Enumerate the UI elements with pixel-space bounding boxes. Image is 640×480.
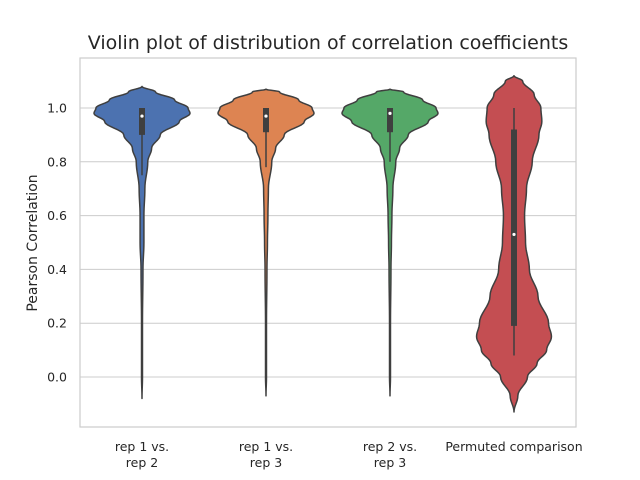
x-tick-label: rep 1 vs. rep 3 (239, 439, 293, 470)
chart-title: Violin plot of distribution of correlati… (88, 32, 569, 54)
violins (93, 74, 553, 413)
y-tick-label: 1.0 (47, 101, 67, 116)
violin-iqr-box (511, 129, 517, 326)
violin-iqr-box (263, 108, 269, 133)
violin-median-point (140, 114, 144, 118)
plot-frame (79, 57, 577, 428)
violin-median-point (388, 111, 392, 115)
y-tick-label: 0.6 (47, 208, 67, 223)
violin-group (341, 88, 439, 397)
x-tick-label: rep 2 vs. rep 3 (363, 439, 417, 470)
x-tick-label: rep 1 vs. rep 2 (115, 439, 169, 470)
violin-median-point (512, 232, 516, 237)
violin-iqr-box (139, 108, 145, 135)
y-tick-label: 0.2 (47, 316, 67, 331)
violin-iqr-box (387, 108, 393, 133)
violin-median-point (264, 114, 268, 118)
violin-body (93, 85, 191, 400)
x-tick-labels: rep 1 vs. rep 2 rep 1 vs. rep 3 rep 2 vs. rep… (115, 439, 583, 470)
violin-body (341, 88, 439, 397)
violin-body (217, 88, 315, 397)
violin-group (93, 85, 191, 400)
y-tick-labels: 0.0 0.2 0.4 0.6 0.8 1.0 (47, 101, 67, 385)
x-tick-label: Permuted comparison (445, 439, 582, 454)
y-tick-label: 0.8 (47, 154, 67, 169)
y-tick-label: 0.0 (47, 370, 67, 385)
violin-group (475, 74, 553, 413)
y-tick-label: 0.4 (47, 262, 67, 277)
violin-group (217, 88, 315, 397)
y-axis-label: Pearson Correlation (25, 174, 41, 311)
